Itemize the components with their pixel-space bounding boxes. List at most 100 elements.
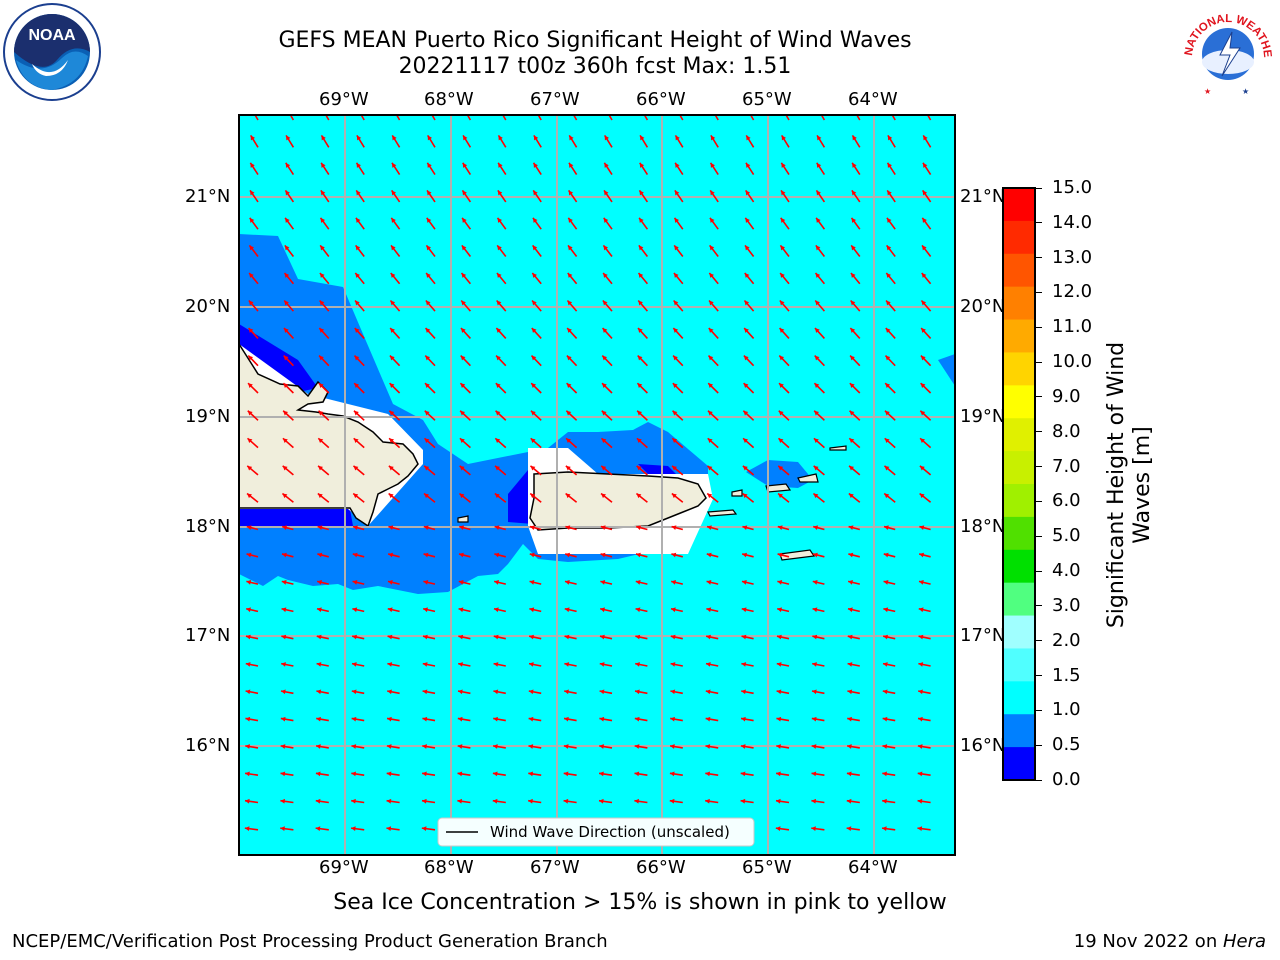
wind-arrow: [351, 689, 365, 695]
wind-arrow: [495, 327, 507, 339]
wind-arrow: [353, 355, 365, 367]
colorbar-tick-label: 10.0: [1052, 351, 1093, 373]
wind-arrow: [318, 382, 330, 394]
wind-arrow: [709, 244, 719, 257]
wind-arrow: [247, 327, 259, 339]
wind-arrow: [423, 552, 436, 558]
wind-arrow: [777, 580, 790, 585]
noaa-logo-text: NOAA: [28, 27, 76, 44]
wind-arrow: [247, 382, 259, 394]
wind-arrow: [634, 744, 648, 749]
colorbar-block: [1003, 286, 1035, 321]
wind-arrow: [672, 410, 684, 421]
wind-arrow: [846, 798, 860, 804]
land-anegada: [829, 445, 847, 451]
wind-arrow: [354, 299, 365, 312]
wind-arrow: [563, 744, 577, 749]
wind-arrow: [355, 189, 365, 203]
wind-arrow: [352, 492, 365, 503]
wind-arrow: [740, 716, 754, 722]
lon-label-top-68: 68°W: [424, 89, 474, 110]
sea-ice-note: Sea Ice Concentration > 15% is shown in …: [333, 890, 947, 915]
wind-arrow: [922, 162, 932, 176]
wind-arrow: [530, 382, 542, 394]
wind-arrow: [600, 465, 613, 476]
colorbar-block: [1003, 418, 1035, 452]
wave-band-ne-patch: [938, 354, 955, 386]
wind-arrow: [707, 355, 719, 367]
lat-label-left-18: 18°N: [185, 516, 231, 537]
wind-arrow: [777, 492, 790, 503]
wind-arrow: [885, 327, 896, 339]
wind-arrows: [244, 114, 932, 832]
wind-arrow: [245, 744, 259, 749]
wind-arrow: [883, 525, 896, 531]
lon-label-bottom-67: 67°W: [530, 857, 580, 878]
wind-arrow: [460, 272, 472, 285]
wind-arrow: [423, 465, 436, 476]
map-legend: Wind Wave Direction (unscaled): [437, 817, 755, 847]
wind-arrow: [496, 272, 507, 285]
wind-arrow: [389, 327, 401, 339]
map-frame: [238, 114, 956, 856]
wind-arrow: [284, 189, 295, 203]
wind-arrow: [847, 662, 860, 667]
wind-arrow: [776, 771, 790, 777]
colorbar-tick-label: 4.0: [1052, 560, 1081, 582]
wind-arrow: [317, 525, 330, 531]
wave-band-east-patch: [746, 460, 813, 488]
wind-arrow: [708, 299, 719, 312]
wind-arrow: [602, 244, 613, 257]
wind-arrow: [634, 716, 648, 722]
wind-arrow: [811, 826, 825, 832]
wind-arrow: [563, 798, 577, 804]
wind-arrow: [670, 634, 683, 640]
wind-arrow: [780, 162, 790, 176]
wind-arrow: [669, 798, 683, 804]
wind-arrow: [708, 272, 719, 285]
wind-arrow: [637, 299, 649, 312]
colorbar-frame: [1002, 187, 1036, 781]
wind-arrow: [282, 465, 294, 476]
wind-arrow: [245, 716, 259, 722]
wind-arrow: [599, 744, 613, 749]
wind-arrow: [387, 662, 400, 667]
wind-arrow: [461, 244, 472, 257]
colorbar-tick-label: 1.5: [1052, 664, 1081, 686]
wind-arrow: [919, 525, 931, 531]
wind-arrow: [777, 465, 790, 476]
wind-arrow: [563, 716, 577, 722]
wind-arrow: [602, 272, 613, 285]
colorbar-tick-label: 1.0: [1052, 699, 1081, 721]
wind-arrow: [846, 744, 860, 749]
colorbar-tick-label: 9.0: [1052, 385, 1081, 407]
wind-arrow: [883, 492, 896, 503]
wind-arrow: [422, 662, 436, 667]
wind-arrow: [246, 465, 259, 476]
wind-arrow: [634, 771, 648, 777]
wind-arrow: [745, 162, 755, 176]
colorbar-tick-mark: [1036, 709, 1042, 711]
wind-arrow: [741, 580, 754, 585]
colorbar-tick-label: 12.0: [1052, 281, 1093, 303]
wind-arrow: [776, 689, 790, 695]
wind-arrow: [813, 525, 825, 531]
wind-arrow: [426, 162, 436, 176]
wind-arrow: [777, 437, 790, 449]
footer-branch: NCEP/EMC/Verification Post Processing Pr…: [12, 931, 608, 952]
wind-arrow: [918, 689, 931, 695]
wind-arrow: [282, 525, 294, 531]
wind-arrow: [749, 114, 755, 121]
wind-arrow: [354, 327, 365, 339]
wind-arrow: [670, 662, 683, 667]
wind-arrow: [848, 552, 860, 558]
wind-arrow: [920, 327, 932, 339]
wind-arrow: [244, 826, 259, 832]
wind-arrow: [386, 798, 400, 804]
wind-arrow: [494, 492, 507, 503]
wind-arrow: [459, 465, 471, 476]
wind-arrow: [565, 492, 578, 503]
wind-arrow: [566, 382, 578, 394]
wind-arrow: [246, 525, 259, 531]
wind-arrow: [851, 189, 861, 203]
